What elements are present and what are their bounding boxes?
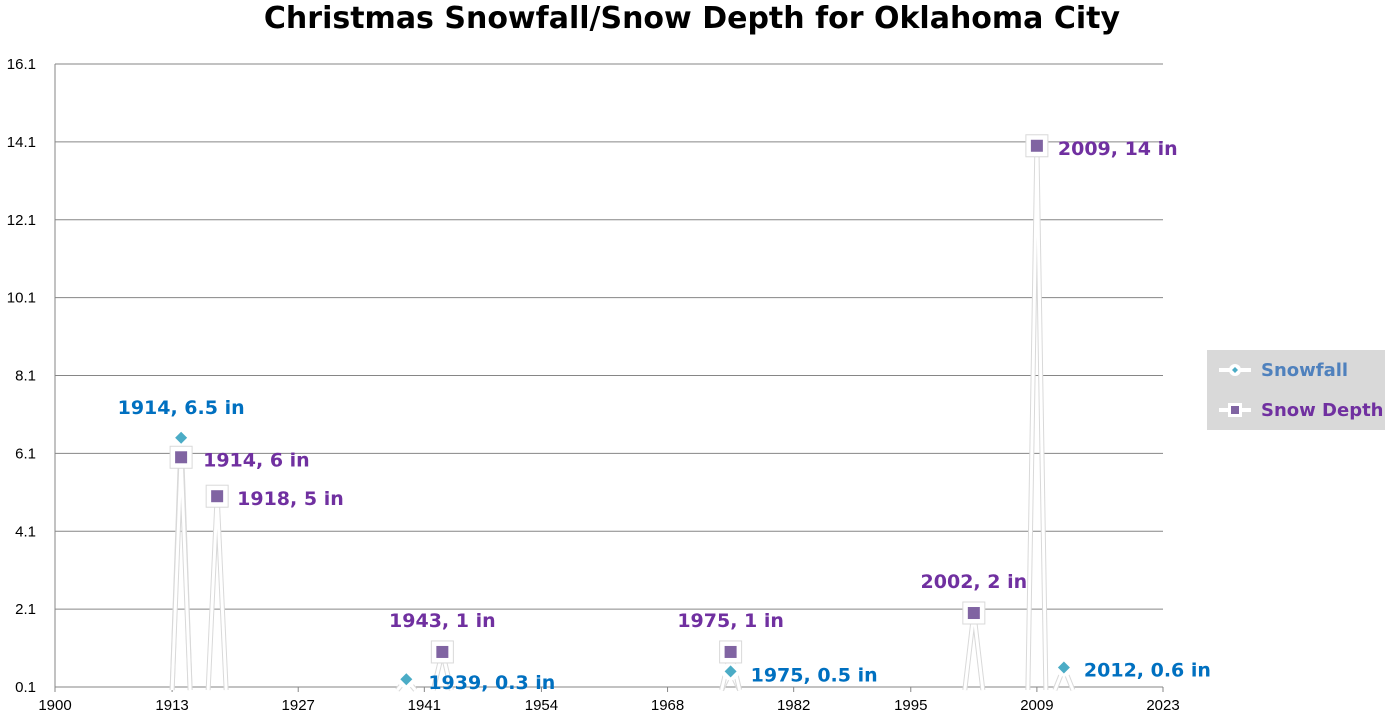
data-label: 1943, 1 in xyxy=(389,610,496,632)
y-tick-label: 10.1 xyxy=(7,290,36,307)
legend-marker xyxy=(1232,367,1238,373)
x-tick-label: 1982 xyxy=(777,697,810,714)
legend-marker xyxy=(1231,406,1239,414)
data-label: 1975, 0.5 in xyxy=(751,664,878,686)
data-label: 2012, 0.6 in xyxy=(1084,660,1211,682)
x-tick-label: 2009 xyxy=(1020,697,1053,714)
x-tick-label: 1941 xyxy=(408,697,441,714)
y-tick-label: 8.1 xyxy=(15,368,36,385)
y-tick-label: 14.1 xyxy=(7,134,36,151)
chart-title: Christmas Snowfall/Snow Depth for Oklaho… xyxy=(264,1,1121,36)
snowfall-marker xyxy=(400,673,413,686)
spikes xyxy=(169,145,1076,692)
snow-depth-marker xyxy=(724,645,737,658)
data-labels: 1914, 6.5 in 1939, 0.3 in 1975, 0.5 in 2012… xyxy=(118,138,1211,694)
data-label: 2009, 14 in xyxy=(1058,138,1178,160)
data-label: 1975, 1 in xyxy=(677,610,784,632)
legend: Snowfall Snow Depth xyxy=(1207,350,1385,430)
x-tick-label: 1913 xyxy=(155,697,188,714)
snowfall-marker xyxy=(724,665,737,678)
y-tick-label: 16.1 xyxy=(7,56,36,73)
x-tick-label: 2023 xyxy=(1146,697,1179,714)
snowfall-marker xyxy=(1057,661,1070,674)
y-tick-label: 0.1 xyxy=(15,679,36,696)
snow-depth-marker xyxy=(211,490,224,503)
snowfall-marker xyxy=(175,431,188,444)
snow-depth-marker xyxy=(1030,139,1043,152)
x-tick-label: 1954 xyxy=(525,697,558,714)
legend-label: Snow Depth xyxy=(1261,400,1384,421)
grid xyxy=(55,63,1163,688)
snow-depth-marker xyxy=(967,607,980,620)
data-label: 1939, 0.3 in xyxy=(428,672,555,694)
y-tick-label: 4.1 xyxy=(15,523,36,540)
data-label: 1914, 6.5 in xyxy=(118,397,245,419)
snow-depth-marker xyxy=(436,645,449,658)
y-tick-label: 2.1 xyxy=(15,601,36,618)
y-tick-label: 6.1 xyxy=(15,445,36,462)
data-label: 2002, 2 in xyxy=(921,571,1028,593)
legend-label: Snowfall xyxy=(1261,360,1348,381)
data-label: 1918, 5 in xyxy=(237,488,344,510)
x-tick-label: 1900 xyxy=(38,697,71,714)
markers xyxy=(169,134,1073,689)
x-tick-label: 1927 xyxy=(282,697,315,714)
data-label: 1914, 6 in xyxy=(203,449,310,471)
x-tick-label: 1995 xyxy=(894,697,927,714)
x-tick-label: 1968 xyxy=(651,697,684,714)
snow-depth-marker xyxy=(175,451,188,464)
axes: 0.1 2.1 4.1 6.1 8.1 10.1 12.1 14.1 16.1 1900 1913 1… xyxy=(7,56,1180,714)
y-tick-label: 12.1 xyxy=(7,212,36,229)
